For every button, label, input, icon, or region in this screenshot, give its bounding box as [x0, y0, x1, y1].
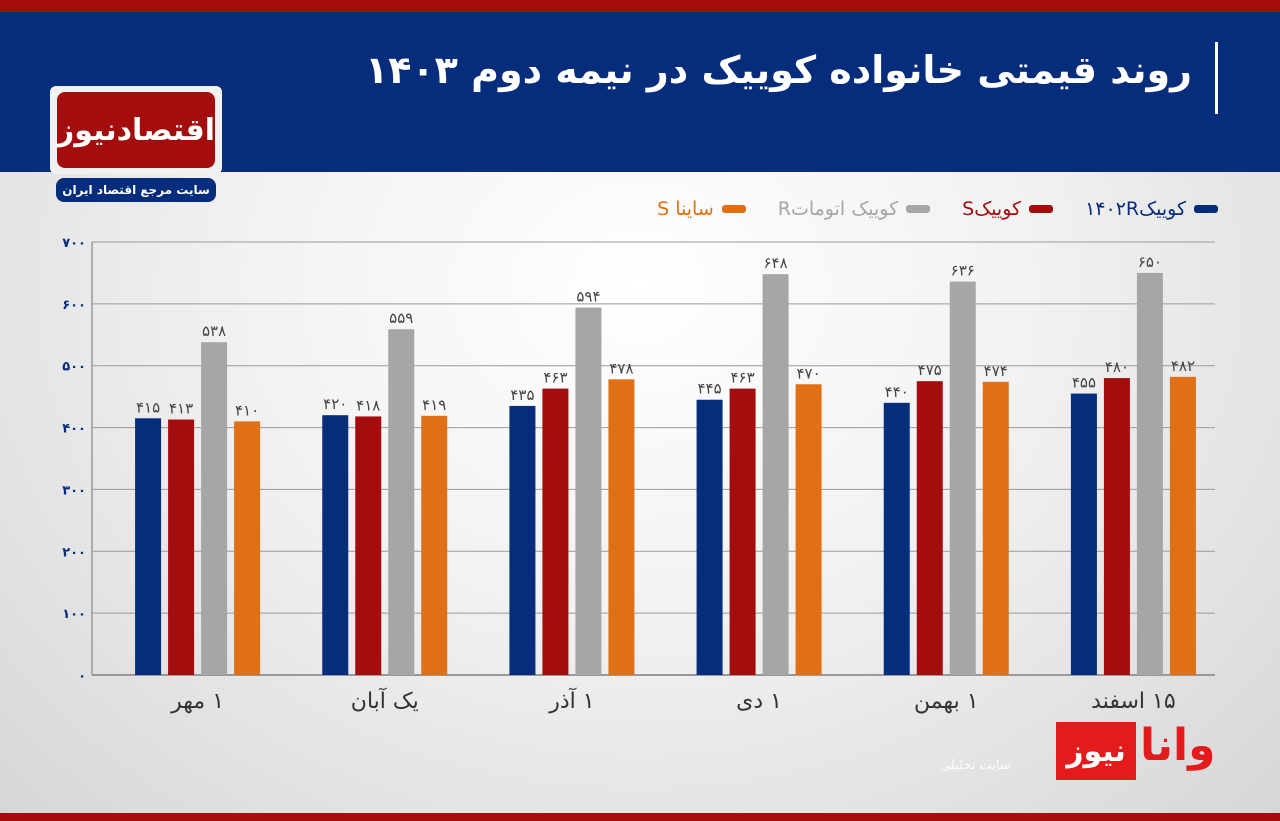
data-label: ۴۸۰	[1105, 358, 1129, 376]
bar	[949, 281, 976, 675]
y-tick-label: ۷۰۰	[62, 236, 86, 251]
eghtesadnews-logo: اقتصادنیوز	[50, 86, 222, 174]
bar	[1136, 272, 1163, 675]
data-label: ۴۱۹	[422, 396, 446, 414]
y-tick-label: ۲۰۰	[62, 545, 86, 560]
data-label: ۵۹۴	[576, 288, 600, 306]
wananews-logo-part1: نیوز	[1056, 722, 1136, 780]
x-category-label: ۱ مهر	[170, 689, 224, 714]
legend-swatch	[1194, 205, 1218, 213]
bar	[542, 388, 569, 675]
legend-item: ساینا S	[657, 198, 746, 220]
legend-item: کوییکS	[962, 198, 1054, 220]
legend-label: کوییکS	[962, 198, 1022, 220]
bar	[201, 342, 228, 675]
bar	[421, 415, 448, 675]
bar	[729, 388, 756, 675]
x-category-label: ۱ دی	[736, 689, 782, 714]
top-accent-bar	[0, 0, 1280, 12]
bar	[883, 402, 910, 675]
title-divider	[1215, 42, 1218, 114]
legend-label: ساینا S	[657, 198, 714, 220]
chart-legend: کوییک۱۴۰۲R کوییکS کوییک اتوماتR ساینا S	[657, 198, 1218, 220]
bar	[982, 381, 1009, 675]
bar	[1169, 376, 1196, 675]
x-category-label: یک آبان	[351, 687, 419, 714]
data-label: ۴۵۵	[1072, 374, 1096, 392]
bar	[355, 416, 382, 675]
data-label: ۴۱۰	[235, 401, 259, 419]
data-label: ۶۴۸	[763, 254, 787, 272]
wananews-tagline: سایت تحلیلی	[940, 758, 1011, 773]
data-label: ۴۱۵	[136, 398, 160, 416]
data-label: ۶۵۰	[1138, 253, 1162, 271]
data-label: ۴۲۰	[323, 395, 347, 413]
x-category-label: ۱ بهمن	[914, 689, 979, 714]
data-label: ۵۳۸	[202, 322, 226, 340]
bar	[234, 421, 261, 675]
y-tick-label: ۵۰۰	[62, 360, 86, 375]
logo-name: اقتصادنیوز	[57, 92, 215, 168]
y-tick-label: ۰	[78, 669, 86, 684]
data-label: ۵۵۹	[389, 309, 413, 327]
legend-label: کوییک اتوماتR	[777, 198, 899, 220]
legend-item: کوییک۱۴۰۲R	[1085, 198, 1218, 220]
y-tick-label: ۶۰۰	[62, 298, 86, 313]
legend-swatch	[1029, 205, 1054, 213]
data-label: ۴۱۳	[169, 400, 193, 418]
bar	[135, 418, 162, 675]
wananews-logo-part2: وانا	[1140, 720, 1216, 771]
page-title: روند قیمتی خانواده کوییک در نیمه دوم ۱۴۰…	[365, 48, 1192, 92]
legend-swatch	[721, 205, 746, 213]
bar	[509, 405, 536, 675]
legend-label: کوییک۱۴۰۲R	[1085, 198, 1186, 220]
bar	[916, 381, 943, 675]
x-category-label: ۱۵ اسفند	[1091, 689, 1176, 714]
bar	[696, 399, 723, 675]
y-tick-label: ۴۰۰	[62, 422, 86, 437]
data-label: ۴۴۰	[885, 383, 909, 401]
data-label: ۴۱۸	[356, 396, 380, 414]
data-label: ۴۷۰	[796, 364, 820, 382]
x-category-label: ۱ آذر	[548, 687, 594, 714]
bar	[388, 329, 415, 675]
bar	[1070, 393, 1097, 675]
bar	[322, 415, 349, 675]
data-label: ۴۴۵	[697, 380, 721, 398]
data-label: ۶۳۶	[951, 262, 975, 280]
legend-item: کوییک اتوماتR	[777, 198, 931, 220]
bar	[762, 274, 789, 675]
data-label: ۴۷۴	[984, 362, 1008, 380]
data-label: ۴۳۵	[510, 386, 534, 404]
data-label: ۴۶۳	[543, 369, 567, 387]
y-tick-label: ۱۰۰	[62, 607, 86, 622]
bar	[795, 384, 822, 675]
data-label: ۴۶۳	[730, 369, 754, 387]
data-label: ۴۷۸	[609, 359, 633, 377]
wananews-logo: نیوز وانا	[1056, 720, 1226, 780]
data-label: ۴۸۲	[1171, 357, 1195, 375]
bar	[168, 419, 195, 675]
bar	[575, 307, 602, 675]
bottom-accent-bar	[0, 813, 1280, 821]
y-tick-label: ۳۰۰	[62, 483, 86, 498]
data-label: ۴۷۵	[918, 361, 942, 379]
logo-tagline: سایت مرجع اقتصاد ایران	[56, 178, 216, 202]
bar	[1103, 378, 1130, 675]
legend-swatch	[906, 205, 931, 213]
bar	[608, 379, 635, 675]
